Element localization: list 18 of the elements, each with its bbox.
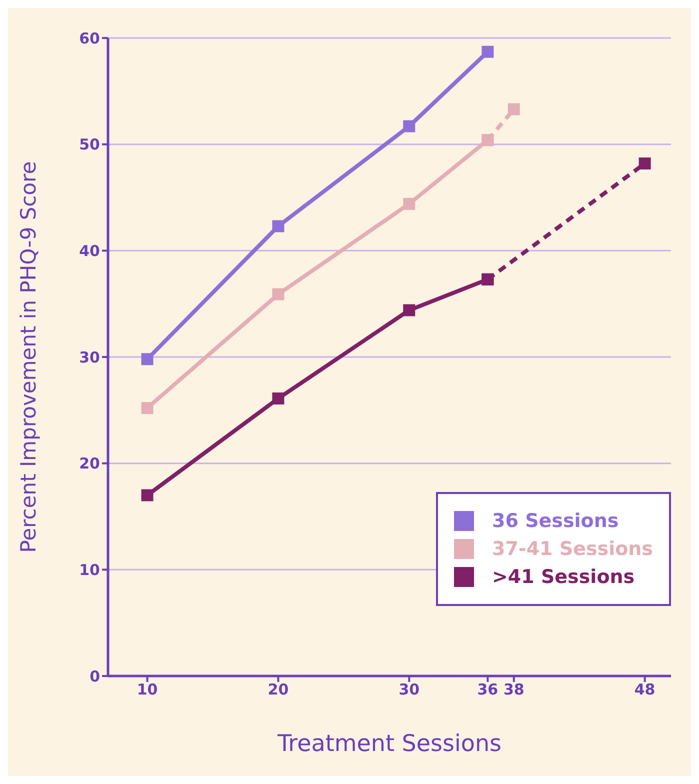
y-tick-label: 20 (79, 454, 100, 473)
y-tick-label: 0 (90, 667, 100, 686)
y-axis-title: Percent Improvement in PHQ-9 Score (16, 161, 40, 553)
legend-label: 36 Sessions (491, 510, 620, 532)
legend-label: 37-41 Sessions (491, 538, 653, 560)
x-tick-label: 38 (503, 680, 524, 699)
legend-label: >41 Sessions (491, 566, 636, 588)
x-tick-label: 10 (136, 680, 158, 699)
y-tick-label: 50 (79, 136, 100, 154)
x-axis-title: Treatment Sessions (276, 731, 502, 757)
x-tick-label: 48 (634, 680, 656, 699)
x-tick-label: 20 (268, 680, 289, 699)
x-tick-label: 30 (398, 680, 420, 699)
y-tick-label: 40 (79, 242, 100, 260)
y-tick-label: 60 (79, 29, 100, 48)
y-tick-label: 30 (79, 348, 100, 366)
x-tick-label: 36 (477, 680, 498, 699)
y-tick-label: 10 (79, 560, 100, 579)
